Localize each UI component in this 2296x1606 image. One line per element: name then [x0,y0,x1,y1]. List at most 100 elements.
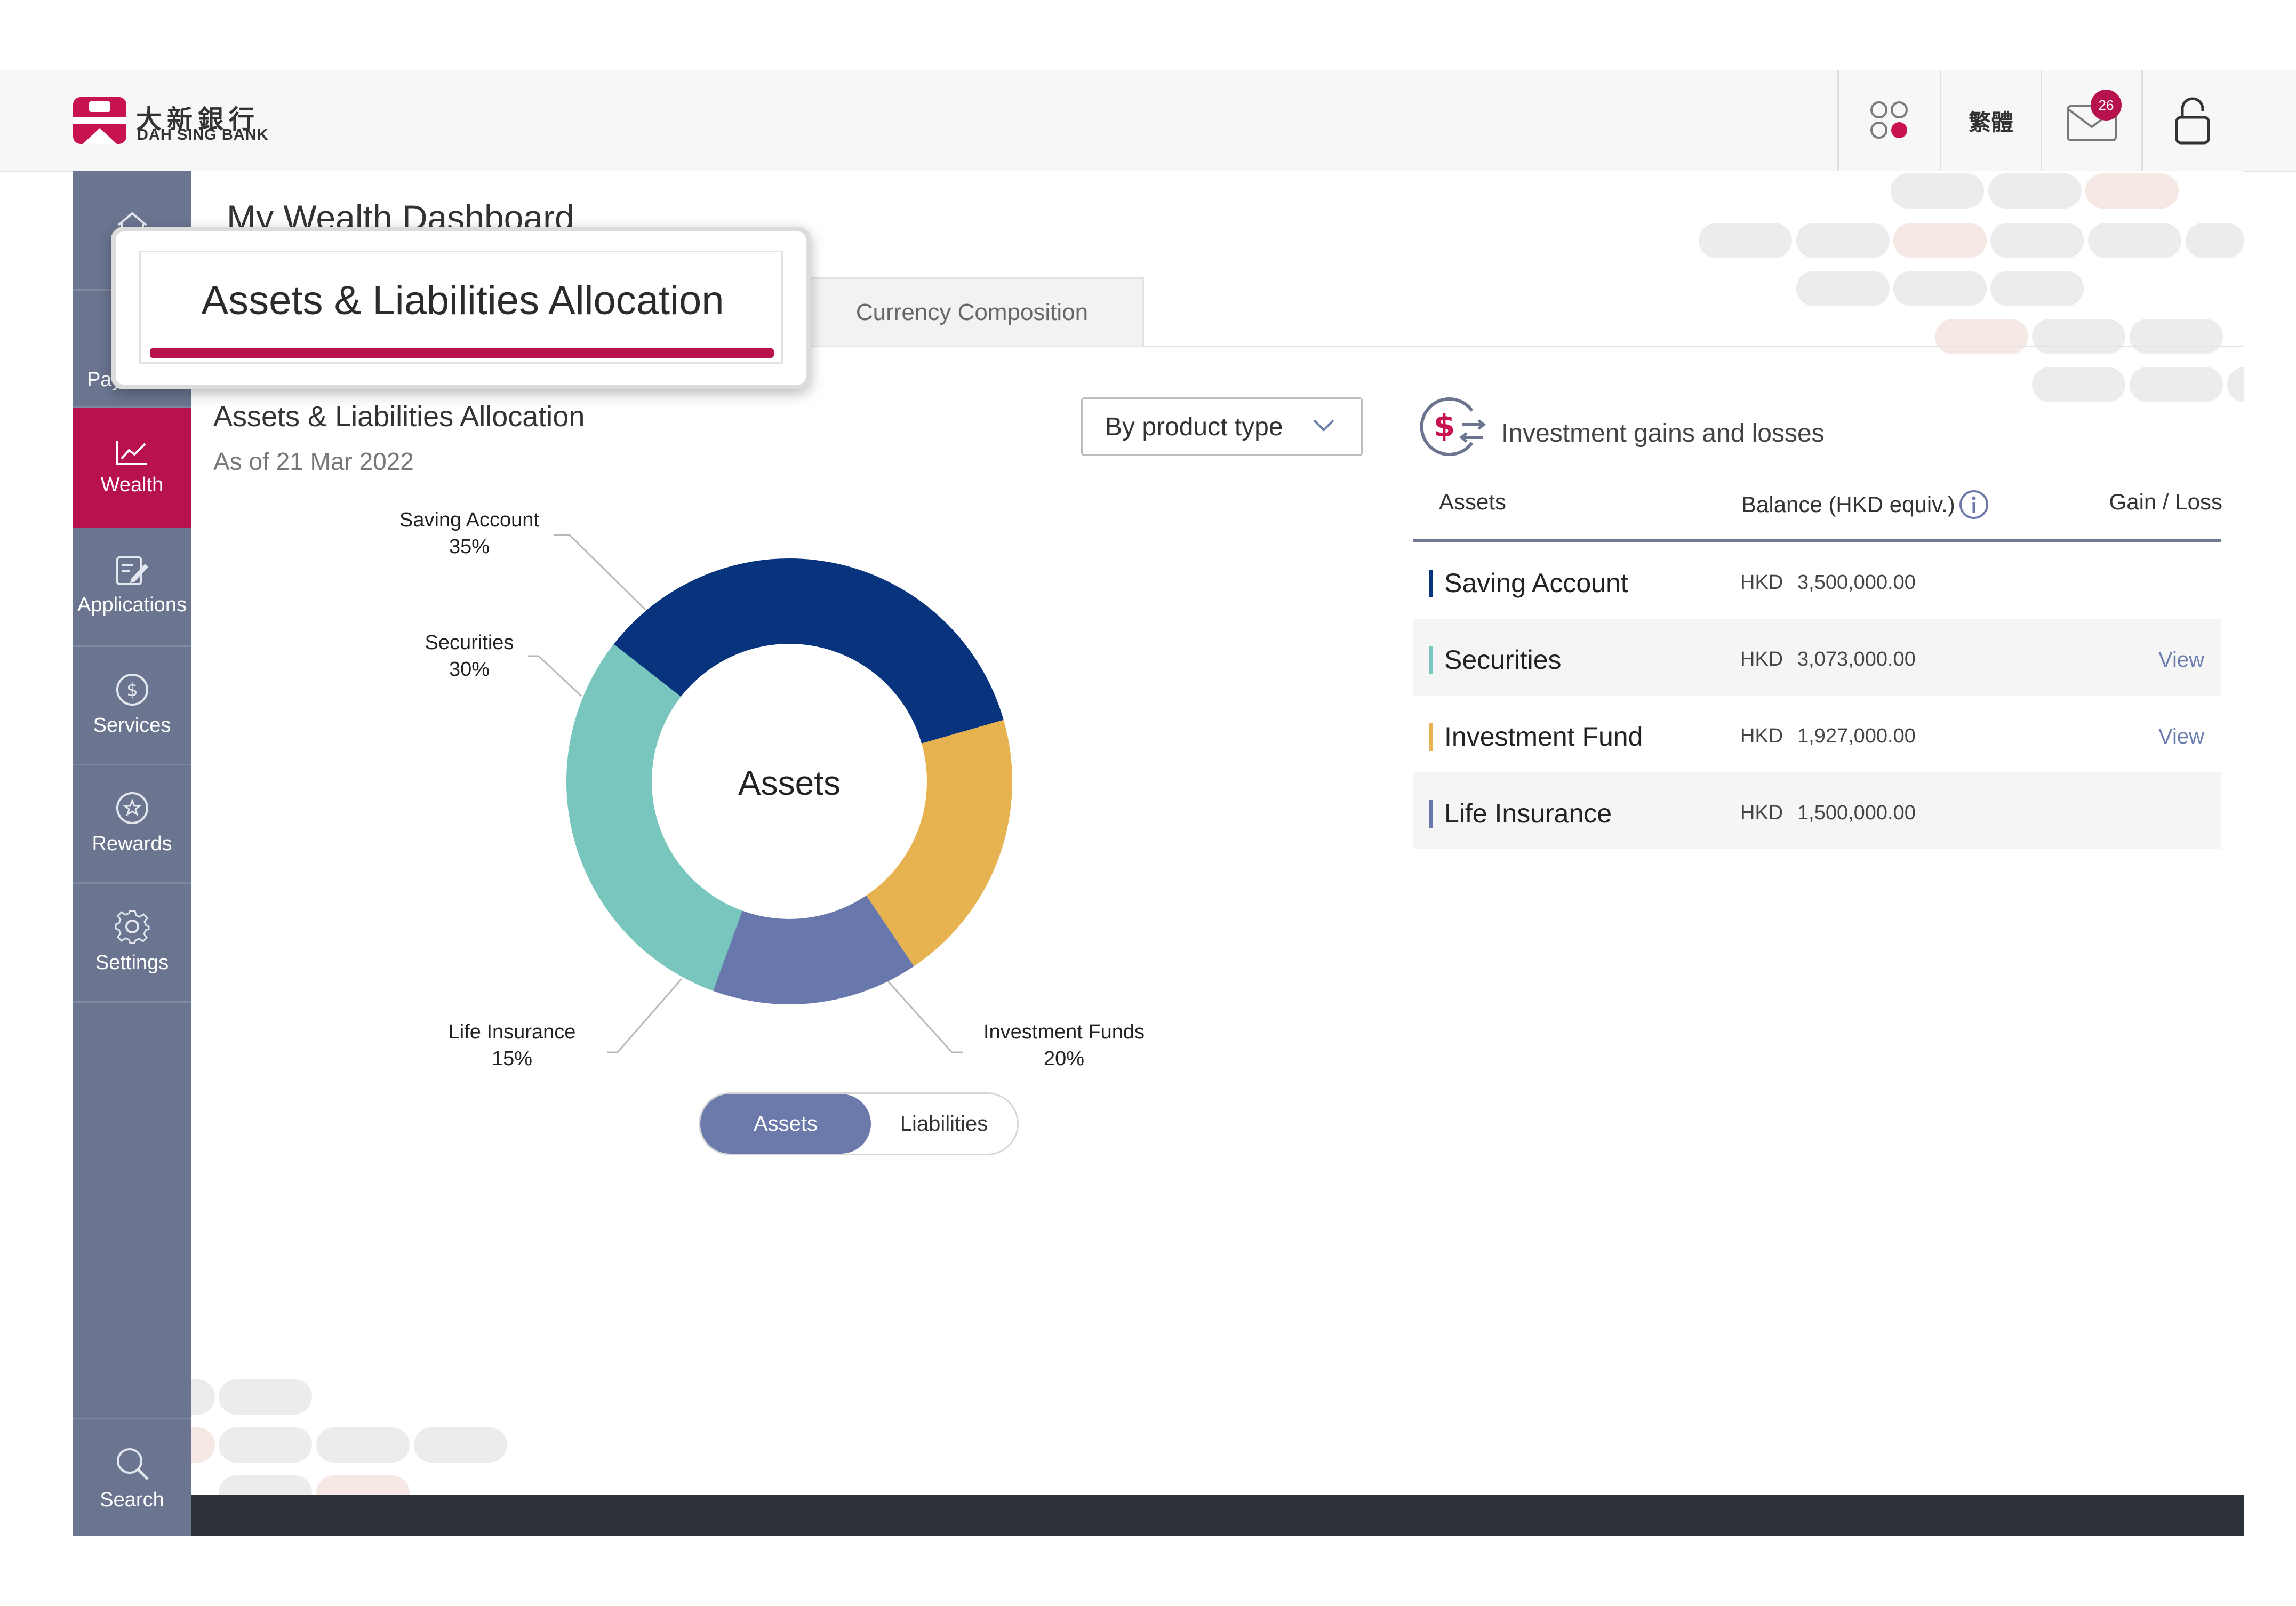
row-asset-name: Securities [1444,645,1562,675]
row-asset-name: Life Insurance [1444,798,1612,828]
row-color-bar [1429,646,1433,674]
row-currency: HKD [1740,648,1783,670]
decorative-pill [1699,223,1792,258]
view-securities-link[interactable]: View [2158,648,2204,672]
column-header-balance: Balance (HKD equiv.) [1741,489,1989,520]
slice-percent: 20% [1043,1048,1085,1070]
chevron-down-icon [1313,419,1334,432]
row-amount: 3,500,000.00 [1797,571,1916,594]
row-color-bar [1429,723,1433,751]
row-currency: HKD [1740,571,1783,594]
view-investment-fund-link[interactable]: View [2158,725,2204,748]
table-row: Securities HKD 3,073,000.00 View [1413,619,2221,696]
svg-text:$: $ [1434,408,1455,444]
active-tab-indicator [150,348,774,358]
decorative-pill [2032,367,2125,402]
tab-assets-liabilities-allocation[interactable]: Assets & Liabilities Allocation [139,251,783,364]
dollar-circle-icon: $ [116,673,148,706]
decorative-pill [414,1427,507,1463]
tab-bar-divider [191,346,2244,347]
sidebar-item-rewards[interactable]: Rewards [73,764,191,884]
decorative-pill [2088,223,2181,258]
decorative-pill [1796,271,1890,306]
header-divider [2141,70,2143,171]
decorative-pill [1893,271,1987,306]
slice-percent: 30% [449,658,490,681]
logo-english-text: DAH SING BANK [137,126,269,143]
decorative-pill [219,1379,312,1415]
gear-icon [115,910,149,944]
table-row: Life Insurance HKD 1,500,000.00 [1413,772,2221,849]
decorative-pill [2186,223,2244,258]
slice-percent: 15% [491,1048,533,1070]
info-icon[interactable] [1958,489,1989,520]
header-divider [2041,70,2042,171]
product-type-dropdown[interactable]: By product type [1081,397,1363,456]
slice-label-saving-account: Saving Account 35% [373,507,565,560]
decorative-pill [1988,173,2082,209]
row-amount: 1,927,000.00 [1797,725,1916,747]
row-currency: HKD [1740,802,1783,824]
decorative-pill [1891,173,1984,209]
sidebar-item-search[interactable]: Search [73,1418,191,1538]
lock-icon [2175,97,2210,145]
slice-name: Investment Funds [983,1021,1145,1043]
sidebar-item-services[interactable]: $ Services [73,645,191,765]
svg-text:$: $ [126,680,138,701]
slice-name: Saving Account [399,509,539,531]
row-color-bar [1429,800,1433,828]
allocation-date: As of 21 Mar 2022 [213,448,414,475]
sidebar-item-settings[interactable]: Settings [73,882,191,1003]
inbox-button[interactable] [2042,70,2141,171]
star-circle-icon [116,792,148,824]
table-header-rule [1413,539,2221,542]
toggle-assets-button[interactable]: Assets [700,1094,871,1154]
sidebar-item-wealth[interactable]: Wealth [73,408,191,528]
decorative-pill [2032,319,2125,354]
row-amount: 1,500,000.00 [1797,802,1916,824]
sidebar-item-label: Wealth [100,473,164,496]
row-currency: HKD [1740,725,1783,747]
row-asset-name: Investment Fund [1444,722,1643,752]
sidebar-item-label: Applications [77,594,187,616]
table-row: Investment Fund HKD 1,927,000.00 View [1413,696,2221,772]
assets-liabilities-toggle: Assets Liabilities [699,1092,1019,1155]
apps-button[interactable] [1839,70,1940,171]
slice-name: Life Insurance [448,1021,576,1043]
table-row: Saving Account HKD 3,500,000.00 [1413,542,2221,619]
decorative-pill [219,1427,312,1463]
column-header-balance-label: Balance (HKD equiv.) [1741,492,1955,517]
tab-currency-composition[interactable]: Currency Composition [800,277,1144,346]
tab-allocation-callout: Assets & Liabilities Allocation [111,227,811,389]
dropdown-value: By product type [1105,412,1283,441]
sidebar-item-label: Rewards [92,832,172,855]
header-divider [1940,70,1941,171]
decorative-pill [1935,319,2028,354]
footer-bar [191,1495,2244,1536]
dah-sing-logo-icon [73,97,126,144]
row-asset-name: Saving Account [1444,568,1628,598]
column-header-gain-loss: Gain / Loss [2109,489,2222,514]
decorative-pill [1796,223,1890,258]
form-edit-icon [116,556,148,585]
slice-label-securities: Securities 30% [384,629,555,683]
language-toggle[interactable]: 繁體 [1968,109,2013,135]
slice-label-life-insurance: Life Insurance 15% [427,1019,597,1072]
dollar-exchange-icon: $ [1420,397,1486,456]
decorative-pill [2130,367,2223,402]
column-header-assets: Assets [1439,489,1507,514]
apps-icon [1870,101,1908,139]
decorative-pill [2130,319,2223,354]
slice-label-investment-funds: Investment Funds 20% [968,1019,1160,1072]
sidebar-item-label: Services [93,714,171,737]
header-divider [1837,70,1839,171]
top-header: 大新銀行 DAH SING BANK 繁體 [0,70,2296,172]
mail-count-badge: 26 [2091,90,2122,121]
row-amount: 3,073,000.00 [1797,648,1916,670]
sidebar-item-applications[interactable]: Applications [73,526,191,647]
sidebar: Payments Wealth Applications $ Services … [73,171,191,1536]
logo-chinese-text: 大新銀行 [136,106,260,134]
logout-button[interactable] [2143,70,2242,171]
row-color-bar [1429,570,1433,597]
toggle-liabilities-button[interactable]: Liabilities [900,1112,988,1136]
